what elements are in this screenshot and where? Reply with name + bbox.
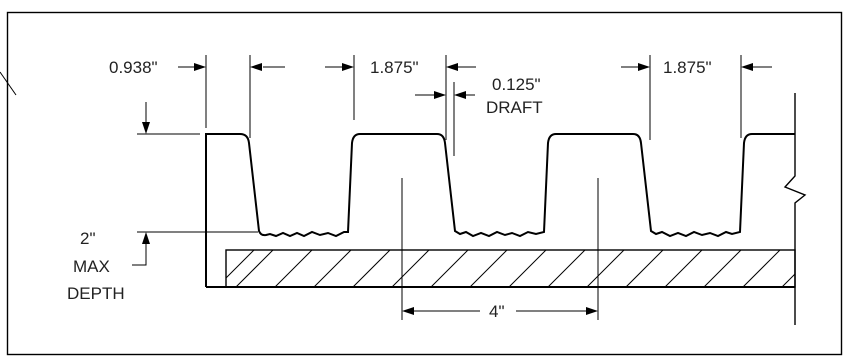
draft-arrow-left bbox=[434, 91, 446, 99]
spacing-arrow-right bbox=[586, 307, 598, 315]
frame-leader-stub bbox=[0, 71, 17, 96]
break-line bbox=[783, 93, 807, 325]
draft-label-text: DRAFT bbox=[486, 98, 543, 117]
depth-arrow-top bbox=[142, 122, 150, 134]
deck-profile bbox=[205, 133, 795, 287]
depth-arrow-bottom bbox=[142, 232, 150, 244]
drawing-border bbox=[6, 11, 843, 356]
dim-1875-right-arrow-b bbox=[741, 63, 753, 71]
extension-lines bbox=[137, 55, 742, 320]
depth-depth-text: DEPTH bbox=[67, 284, 125, 303]
spacing-text: 4" bbox=[489, 302, 505, 321]
dim-1875-left-arrow-b bbox=[446, 63, 458, 71]
dim-0938-arrow-left bbox=[194, 63, 206, 71]
depth-max-text: MAX bbox=[73, 257, 110, 276]
dim-1875-left-text: 1.875" bbox=[370, 58, 419, 77]
spacing-arrow-left bbox=[402, 307, 414, 315]
depth-leader bbox=[132, 244, 147, 266]
hatch-lines bbox=[225, 249, 796, 288]
depth-value-text: 2" bbox=[80, 229, 96, 248]
dim-0938-text: 0.938" bbox=[109, 58, 158, 77]
draft-value-text: 0.125" bbox=[492, 75, 541, 94]
draft-arrow-right bbox=[454, 91, 466, 99]
dim-1875-right-arrow bbox=[638, 63, 650, 71]
dim-1875-right-text: 1.875" bbox=[663, 58, 712, 77]
dim-1875-left-arrow bbox=[342, 63, 354, 71]
hatched-band bbox=[225, 249, 796, 288]
dim-0938-arrow-right bbox=[250, 63, 262, 71]
